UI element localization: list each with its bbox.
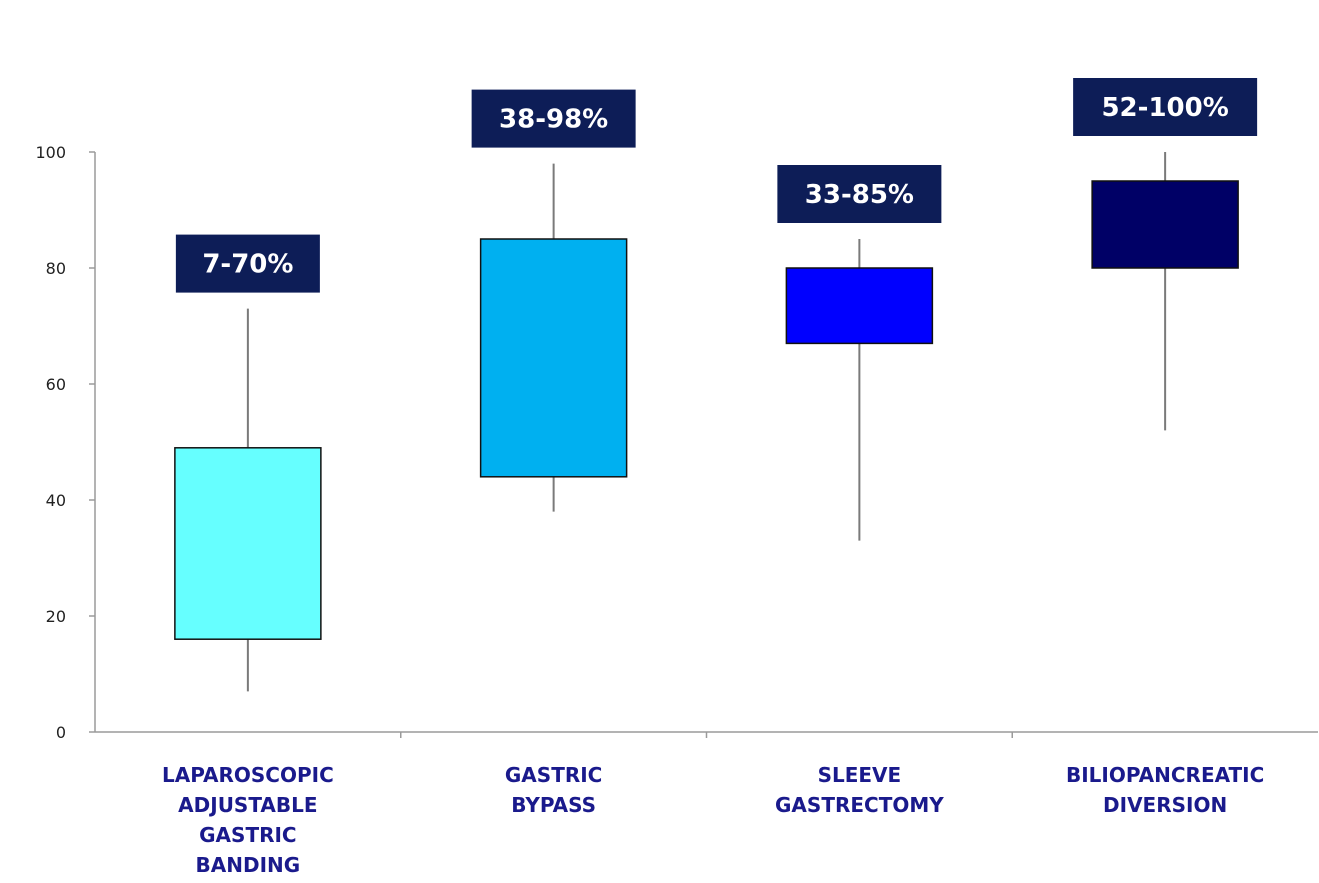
range-label-box [1073, 78, 1258, 136]
category-label: DIVERSION [1103, 793, 1227, 817]
range-label: 52-100% [1101, 93, 1228, 123]
y-axis-ticks: 0 20 40 60 80 100 [35, 143, 95, 742]
category-label: BYPASS [511, 793, 596, 817]
box-series [174, 152, 1239, 692]
range-label: 38-98% [499, 105, 608, 135]
range-label: 7-70% [202, 250, 293, 280]
category-label: BANDING [196, 853, 301, 877]
category-label: GASTRIC [505, 763, 602, 787]
range-label-box [175, 234, 320, 293]
y-tick-label: 40 [46, 491, 66, 510]
category-label: SLEEVE [818, 763, 902, 787]
range-label: 33-85% [805, 180, 914, 210]
y-tick-label: 0 [56, 723, 66, 742]
range-labels: 7-70% 38-98% 33-85% 52-100% [175, 78, 1258, 293]
box [1091, 180, 1239, 269]
category-labels: LAPAROSCOPIC ADJUSTABLE GASTRIC BANDING GAST… [162, 763, 1264, 877]
range-label-box [777, 165, 942, 223]
category-label: BILIOPANCREATIC [1066, 763, 1264, 787]
category-label: GASTRIC [199, 823, 296, 847]
category-label: LAPAROSCOPIC [162, 763, 334, 787]
box [174, 447, 322, 640]
y-tick-label: 100 [35, 143, 66, 162]
box [785, 267, 934, 345]
x-axis-ticks [400, 732, 1013, 738]
category-label: ADJUSTABLE [178, 793, 317, 817]
y-tick-label: 20 [46, 607, 66, 626]
category-label: GASTRECTOMY [775, 793, 944, 817]
y-tick-label: 60 [46, 375, 66, 394]
box [479, 238, 628, 478]
range-label-box [471, 89, 636, 148]
y-tick-label: 80 [46, 259, 66, 278]
